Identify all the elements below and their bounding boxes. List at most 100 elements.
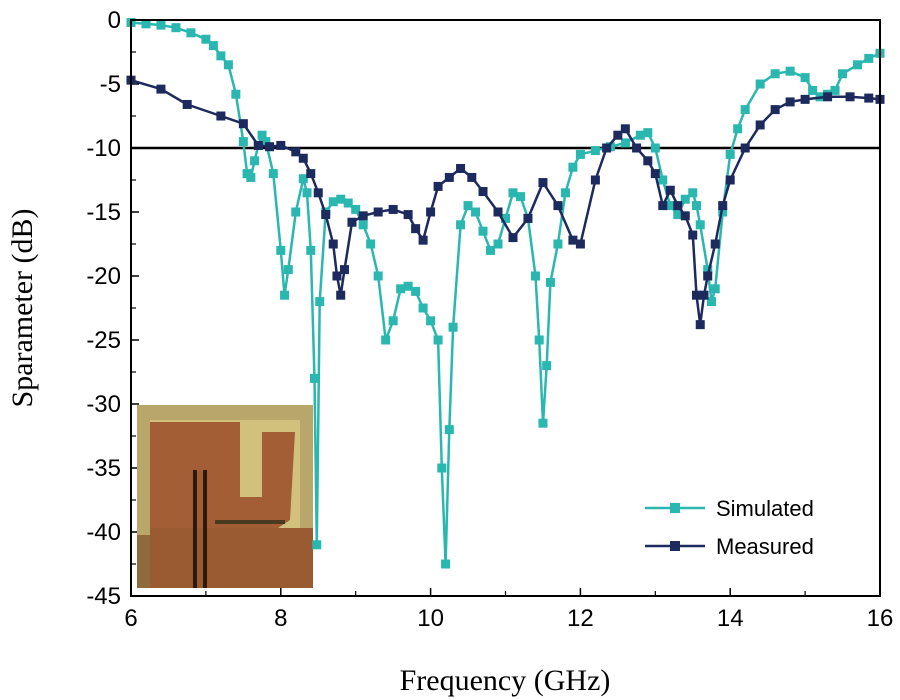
x-tick-label: 16 xyxy=(867,605,894,632)
data-point-simulated xyxy=(444,425,454,435)
data-point-measured xyxy=(575,239,585,249)
data-point-simulated xyxy=(448,322,458,332)
data-point-simulated xyxy=(691,201,701,211)
data-point-simulated xyxy=(478,226,488,236)
data-point-measured xyxy=(332,271,342,281)
data-point-simulated xyxy=(710,284,720,294)
y-tick-label: -30 xyxy=(86,391,121,418)
data-point-simulated xyxy=(246,172,256,182)
data-point-simulated xyxy=(545,277,555,287)
y-tick-label: -15 xyxy=(86,199,121,226)
data-point-measured xyxy=(770,105,780,115)
data-point-simulated xyxy=(186,28,196,38)
data-point-simulated xyxy=(336,194,346,204)
data-point-simulated xyxy=(310,373,320,383)
data-point-simulated xyxy=(141,19,151,29)
data-point-measured xyxy=(306,169,316,179)
data-point-measured xyxy=(418,235,428,245)
data-point-simulated xyxy=(403,281,413,291)
data-point-measured xyxy=(456,163,466,173)
data-point-measured xyxy=(467,172,477,182)
data-point-measured xyxy=(613,130,623,140)
y-tick-label: -20 xyxy=(86,263,121,290)
x-tick-label: 6 xyxy=(124,605,137,632)
legend-label-simulated: Simulated xyxy=(716,496,814,521)
data-point-simulated xyxy=(635,130,645,140)
data-point-simulated xyxy=(501,213,510,223)
data-point-simulated xyxy=(396,284,406,294)
data-point-simulated xyxy=(250,156,260,166)
data-point-measured xyxy=(718,201,728,211)
data-point-measured xyxy=(568,235,578,245)
data-point-measured xyxy=(699,290,709,300)
data-point-simulated xyxy=(680,194,690,204)
data-point-measured xyxy=(156,84,166,94)
data-point-simulated xyxy=(515,192,525,202)
data-point-simulated xyxy=(298,174,308,184)
data-point-measured xyxy=(643,156,653,166)
x-tick-label: 8 xyxy=(274,605,287,632)
data-point-measured xyxy=(276,140,286,150)
data-point-simulated xyxy=(770,69,780,79)
data-point-measured xyxy=(691,290,701,300)
data-point-simulated xyxy=(171,23,181,33)
data-point-simulated xyxy=(418,303,428,313)
data-point-measured xyxy=(864,93,874,103)
data-point-simulated xyxy=(456,220,466,230)
data-point-simulated xyxy=(208,41,218,51)
data-point-measured xyxy=(373,207,383,217)
data-point-measured xyxy=(673,201,683,211)
data-point-simulated xyxy=(276,245,286,255)
data-point-simulated xyxy=(201,34,211,44)
data-point-measured xyxy=(725,175,735,185)
data-point-simulated xyxy=(553,239,563,249)
data-point-simulated xyxy=(688,188,698,198)
data-point-simulated xyxy=(508,188,518,198)
data-point-measured xyxy=(800,94,810,104)
x-tick-label: 12 xyxy=(567,605,594,632)
inset-photo xyxy=(137,405,313,588)
data-point-measured xyxy=(695,320,705,330)
legend-marker-measured xyxy=(670,541,680,551)
data-point-measured xyxy=(313,188,323,198)
data-point-measured xyxy=(688,230,698,240)
data-point-measured xyxy=(444,172,454,182)
data-point-measured xyxy=(426,207,436,217)
data-point-simulated xyxy=(673,210,683,220)
data-point-measured xyxy=(590,175,600,185)
legend-label-measured: Measured xyxy=(716,534,814,559)
data-point-simulated xyxy=(283,265,293,275)
data-point-measured xyxy=(339,265,349,275)
series-line-measured xyxy=(130,79,881,326)
data-point-measured xyxy=(740,143,750,153)
data-point-simulated xyxy=(471,207,481,217)
data-point-simulated xyxy=(328,197,338,207)
data-point-simulated xyxy=(568,162,578,172)
data-point-measured xyxy=(358,211,368,221)
data-point-measured xyxy=(433,181,443,191)
data-point-simulated xyxy=(216,51,226,61)
data-point-measured xyxy=(238,119,248,129)
data-point-simulated xyxy=(755,79,765,89)
data-point-measured xyxy=(785,97,795,107)
data-point-simulated xyxy=(261,137,271,147)
data-point-simulated xyxy=(373,271,383,281)
x-tick-label: 10 xyxy=(417,605,444,632)
data-point-simulated xyxy=(441,559,451,569)
data-point-simulated xyxy=(315,297,325,307)
data-point-measured xyxy=(632,143,642,153)
data-point-simulated xyxy=(706,297,716,307)
data-point-measured xyxy=(508,233,518,243)
data-point-simulated xyxy=(534,335,544,345)
data-point-simulated xyxy=(590,146,600,156)
data-point-simulated xyxy=(575,149,585,159)
data-point-simulated xyxy=(388,316,398,326)
data-point-measured xyxy=(411,224,421,234)
data-point-measured xyxy=(321,210,331,220)
y-tick-label: 0 xyxy=(108,7,121,34)
plot-frame xyxy=(130,19,881,597)
data-point-measured xyxy=(298,153,308,163)
data-point-simulated xyxy=(560,188,570,198)
x-tick-label: 14 xyxy=(717,605,744,632)
data-point-simulated xyxy=(343,198,353,208)
